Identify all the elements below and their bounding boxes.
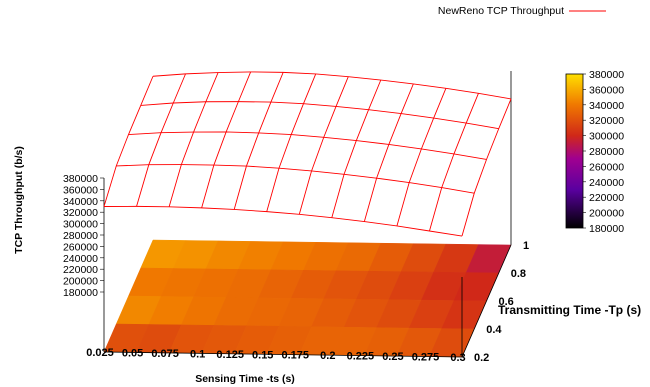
surface-line-x1 [136,73,186,207]
tick-labels: 0.025 0.05 0.075 0.1 0.125 0.15 0.175 0.2 0.225 0… [63,173,529,364]
surface-line-x3 [201,71,252,208]
colorbar-tick-label: 340000 [589,100,624,112]
z-tick-label: 340000 [63,196,98,208]
colorbar-tick-label: 260000 [589,161,624,173]
x-tick-label: 0.025 [86,347,114,359]
y-tick-label: 1 [523,240,529,252]
x-axis-title: Sensing Time -ts (s) [195,373,295,385]
x-tick-label: 0.25 [382,351,403,363]
y-axis-title: Transmitting Time -Tp (s) [498,303,641,317]
colorbar-tick-label: 360000 [589,84,624,96]
y-tick-label: 0.8 [511,268,526,280]
colorbar-tick-label: 240000 [589,177,624,189]
z-tick-label: 240000 [63,253,98,265]
x-tick-label: 0.075 [151,348,179,360]
colorbar-ticks: 180000 200000 220000 240000 260000 280000 3000… [583,69,624,235]
surface-line-y1 [116,164,475,194]
x-axis-line [103,351,463,358]
surface-mesh [103,71,512,237]
y-tick-label: 0.4 [486,324,502,336]
x-tick-label: 0.15 [252,349,273,361]
z-tick-label: 320000 [63,207,98,219]
surface-line-x8 [363,83,414,222]
surface-line-x4 [233,72,284,210]
colorbar-tick-label: 180000 [589,223,624,235]
surface-line-x0 [103,76,154,207]
x-tick-label: 0.125 [216,349,244,361]
colorbar-tick-label: 380000 [589,69,624,81]
surface-line-x2 [168,72,219,207]
z-axis-title: TCP Throughput (b/s) [13,146,25,254]
surface-line-x6 [298,76,349,215]
surface-line-y4 [152,71,512,100]
x-tick-label: 0.225 [347,351,375,363]
z-tick-label: 300000 [63,219,98,231]
legend-label: NewReno TCP Throughput [438,5,564,17]
colorbar-tick-label: 300000 [589,131,624,143]
surface-line-x10 [429,93,479,232]
surface-line-y2 [128,131,487,160]
z-tick-label: 260000 [63,241,98,253]
surface-line-y0 [103,205,463,237]
surface-line-x11 [461,98,512,237]
z-tick-label: 280000 [63,230,98,242]
x-tick-label: 0.275 [412,352,440,364]
colorbar-tick-label: 320000 [589,115,624,127]
z-tick-label: 360000 [63,184,98,196]
surface-line-y3 [140,101,499,130]
y-tick-label: 0.2 [474,352,489,364]
surface-line-x5 [266,73,317,212]
x-tick-label: 0.1 [190,348,205,360]
y-tick-label: 0.6 [499,296,514,308]
colorbar-tick-label: 280000 [589,146,624,158]
surface-line-x9 [396,88,447,227]
z-tick-label: 180000 [63,287,98,299]
x-tick-label: 0.175 [282,350,310,362]
colorbar-tick-label: 220000 [589,192,624,204]
z-tick-label: 220000 [63,264,98,276]
z-tick-label: 200000 [63,276,98,288]
x-tick-label: 0.3 [450,352,465,364]
y-axis-line [461,244,512,358]
colorbar-tick-label: 200000 [589,208,624,220]
colorbar [565,73,584,229]
heatmap-base [103,239,512,358]
x-tick-label: 0.05 [122,347,143,359]
surface-line-x7 [331,79,382,218]
z-tick-label: 380000 [63,173,98,185]
x-tick-label: 0.2 [320,350,335,362]
